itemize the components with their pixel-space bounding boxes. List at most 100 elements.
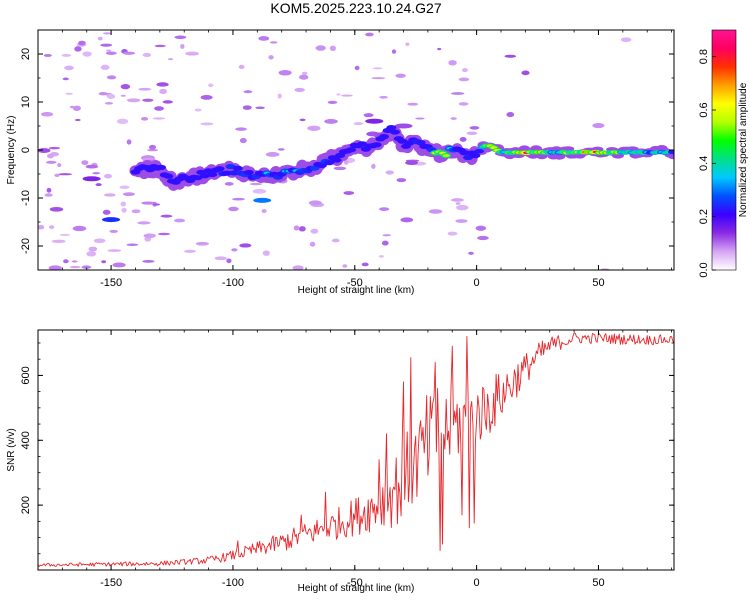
colorbar-tick-label: 0.6 [698, 102, 710, 117]
noise-speckle [119, 185, 130, 189]
noise-speckle [458, 102, 469, 106]
noise-speckle [137, 221, 151, 225]
noise-speckle [353, 122, 364, 126]
noise-speckle [299, 74, 309, 80]
noise-speckle [44, 193, 53, 197]
noise-speckle [59, 233, 71, 236]
noise-speckle [232, 197, 245, 201]
noise-speckle [315, 45, 326, 51]
x-tick-label: -150 [100, 277, 122, 289]
noise-speckle [428, 209, 443, 214]
noise-speckle [455, 202, 461, 205]
noise-speckle [152, 117, 166, 120]
snr-frame [37, 329, 675, 571]
noise-speckle [268, 55, 274, 60]
colorbar: 0.0 0.2 0.4 0.6 0.8 Normalized spectral ampl… [698, 29, 749, 278]
noise-speckle [333, 166, 347, 171]
noise-speckle [299, 118, 306, 122]
colorbar-label: Normalized spectral amplitude [738, 82, 749, 217]
noise-speckle [38, 148, 51, 154]
x-tick-label: 0 [474, 277, 480, 289]
ridge-body [371, 142, 382, 148]
y-tick-label: -20 [20, 238, 32, 254]
noise-speckle [48, 265, 62, 270]
ridge-body [331, 157, 342, 163]
noise-speckle [107, 249, 122, 252]
noise-speckle [243, 90, 253, 94]
noise-speckle [448, 60, 457, 66]
colorbar-tick-label: 0.4 [698, 156, 710, 171]
noise-speckle [195, 241, 209, 246]
noise-speckle [152, 203, 161, 206]
ridge-body [316, 162, 327, 169]
noise-speckle [57, 163, 62, 167]
noise-speckle [106, 93, 116, 100]
noise-speckle [88, 246, 98, 252]
noise-speckle [120, 94, 126, 97]
ridge-body [346, 147, 357, 153]
noise-speckle [104, 173, 112, 179]
noise-speckle [100, 64, 110, 70]
noise-speckle [140, 117, 149, 121]
noise-speckle [69, 265, 81, 269]
secondary-blob [82, 176, 101, 182]
noise-speckle [469, 126, 480, 130]
noise-speckle [72, 105, 81, 111]
noise-speckle [72, 225, 87, 232]
noise-speckle [81, 265, 92, 269]
noise-speckle [252, 188, 267, 194]
noise-speckle [156, 82, 169, 87]
noise-speckle [354, 65, 360, 71]
noise-speckle [379, 95, 388, 99]
noise-speckle [310, 228, 319, 234]
x-tick-label: -100 [222, 277, 244, 289]
noise-speckle [159, 88, 168, 95]
noise-speckle [46, 153, 54, 159]
noise-speckle [343, 191, 355, 195]
noise-speckle [239, 243, 252, 248]
ridge-body [214, 166, 225, 172]
noise-speckle [405, 160, 419, 165]
noise-speckle [456, 204, 469, 211]
noise-speckle [121, 207, 127, 213]
noise-speckle [82, 51, 92, 57]
noise-speckle [105, 51, 117, 55]
noise-speckle [395, 73, 406, 78]
noise-speckle [343, 160, 349, 165]
ridge-body [459, 150, 470, 156]
noise-speckle [154, 44, 166, 48]
colorbar-tick-label: 0.0 [698, 262, 710, 277]
noise-speckle [396, 178, 407, 183]
noise-speckle [592, 122, 605, 129]
x-tick-label: -50 [347, 577, 363, 589]
noise-speckle [292, 265, 304, 270]
noise-speckle [450, 117, 457, 120]
noise-speckle [307, 125, 321, 131]
noise-speckle [106, 49, 111, 52]
x-tick-label: 0 [474, 577, 480, 589]
noise-speckle [162, 100, 173, 104]
noise-speckle [78, 40, 86, 46]
ridge-body [232, 165, 243, 171]
ridge-body [243, 169, 254, 176]
noise-speckle [294, 87, 305, 92]
colorbar-tick-label: 0.2 [698, 209, 710, 224]
noise-speckle [185, 51, 200, 56]
noise-speckle [122, 51, 135, 55]
noise-speckle [235, 127, 247, 131]
noise-speckle [160, 214, 173, 218]
noise-speckle [265, 152, 280, 157]
noise-speckle [74, 118, 81, 122]
noise-speckle [363, 113, 374, 118]
noise-speckle [180, 43, 185, 49]
noise-speckle [49, 206, 64, 212]
noise-speckle [141, 201, 156, 205]
snr-plot-area [38, 332, 674, 567]
noise-speckle [381, 240, 389, 246]
noise-speckle [277, 93, 282, 99]
noise-speckle [43, 53, 52, 57]
noise-speckle [308, 200, 322, 206]
noise-speckle [331, 238, 340, 243]
noise-speckle [382, 234, 392, 237]
noise-speckle [261, 209, 267, 214]
